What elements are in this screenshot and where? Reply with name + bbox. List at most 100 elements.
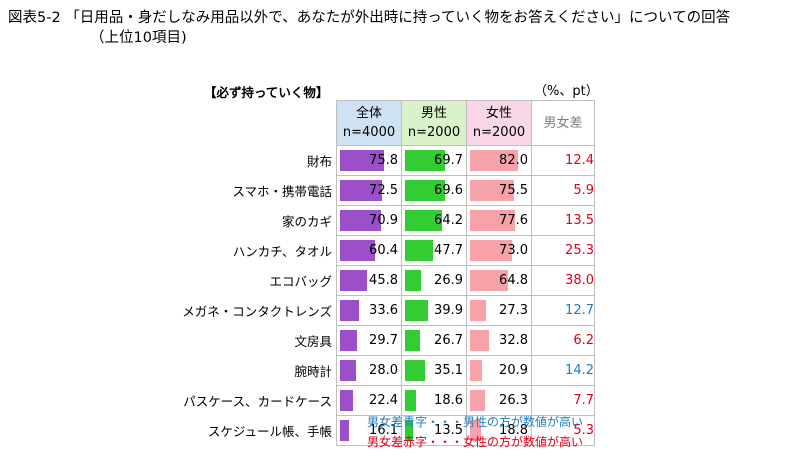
value-all: 70.9 [369, 213, 398, 228]
bar-male [405, 180, 446, 201]
cell-male: 64.2 [401, 205, 467, 236]
cell-all: 28.0 [336, 355, 402, 386]
cell-female: 82.0 [466, 145, 532, 176]
header-all-label: 全体 [355, 106, 382, 121]
bar-male [405, 360, 426, 381]
title-line-1: 図表5-2 「日用品・身だしなみ用品以外で、あなたが外出時に持っていく物をお答え… [8, 10, 731, 26]
cell-female: 73.0 [466, 235, 532, 266]
cell-female: 26.3 [466, 385, 532, 416]
table-row: 60.4 47.7 73.0 25.3 [336, 235, 595, 266]
value-female: 26.3 [499, 393, 528, 408]
value-male: 69.6 [434, 183, 463, 198]
bar-all [340, 360, 357, 381]
bar-all [340, 270, 367, 291]
header-all: 全体 n=4000 [336, 100, 402, 146]
bar-male [405, 270, 421, 291]
value-female: 82.0 [499, 153, 528, 168]
header-all-n: n=4000 [342, 125, 396, 140]
bar-all [340, 210, 382, 231]
value-all: 45.8 [369, 273, 398, 288]
value-female: 27.3 [499, 303, 528, 318]
row-label: エコバッグ [269, 274, 332, 289]
cell-female: 75.5 [466, 175, 532, 206]
cell-diff: 7.7 [531, 385, 595, 416]
cell-female: 18.8 [466, 415, 532, 446]
row-label: 財布 [306, 154, 332, 169]
cell-diff: 12.4 [531, 145, 595, 176]
bar-male [405, 150, 446, 171]
row-label: ハンカチ、タオル [232, 244, 332, 259]
header-diff: 男女差 [531, 100, 595, 146]
cell-male: 69.6 [401, 175, 467, 206]
cell-male: 39.9 [401, 295, 467, 326]
bar-female [470, 180, 514, 201]
row-label: 家のカギ [281, 214, 332, 229]
bar-female [470, 390, 486, 411]
bar-all [340, 420, 350, 441]
cell-all: 70.9 [336, 205, 402, 236]
bar-all [340, 180, 383, 201]
bar-female [470, 150, 518, 171]
cell-diff: 5.3 [531, 415, 595, 446]
cell-female: 77.6 [466, 205, 532, 236]
bar-male [405, 330, 421, 351]
header-female-label: 女性 [485, 106, 512, 121]
value-all: 29.7 [369, 333, 398, 348]
cell-diff: 6.2 [531, 325, 595, 356]
cell-male: 13.5 [401, 415, 467, 446]
bar-female [470, 360, 483, 381]
row-label: 腕時計 [294, 364, 332, 379]
cell-all: 72.5 [336, 175, 402, 206]
cell-diff: 25.3 [531, 235, 595, 266]
cell-all: 29.7 [336, 325, 402, 356]
table-row: 28.0 35.1 20.9 14.2 [336, 355, 595, 386]
title-line-2: （上位10項目) [90, 30, 187, 46]
cell-female: 20.9 [466, 355, 532, 386]
value-male: 69.7 [434, 153, 463, 168]
unit-label: （%、pt） [534, 84, 599, 99]
value-male: 26.9 [434, 273, 463, 288]
bar-male [405, 240, 433, 261]
bar-male [405, 420, 413, 441]
value-male: 35.1 [434, 363, 463, 378]
value-all: 16.1 [369, 423, 398, 438]
table-row: 29.7 26.7 32.8 6.2 [336, 325, 595, 356]
value-male: 47.7 [434, 243, 463, 258]
cell-diff: 38.0 [531, 265, 595, 296]
cell-all: 22.4 [336, 385, 402, 416]
bar-all [340, 390, 353, 411]
cell-female: 32.8 [466, 325, 532, 356]
bar-male [405, 210, 443, 231]
cell-diff: 5.9 [531, 175, 595, 206]
value-female: 73.0 [499, 243, 528, 258]
row-label: メガネ・コンタクトレンズ [182, 304, 332, 319]
subheading: 【必ず持っていく物】 [204, 85, 329, 100]
cell-all: 45.8 [336, 265, 402, 296]
chart-title: 図表5-2 「日用品・身だしなみ用品以外で、あなたが外出時に持っていく物をお答え… [8, 8, 730, 48]
cell-diff: 14.2 [531, 355, 595, 386]
table-row: 16.1 13.5 18.8 5.3 [336, 415, 595, 446]
value-male: 39.9 [434, 303, 463, 318]
cell-all: 16.1 [336, 415, 402, 446]
bar-male [405, 390, 416, 411]
bar-female [470, 420, 481, 441]
value-male: 26.7 [434, 333, 463, 348]
cell-all: 33.6 [336, 295, 402, 326]
cell-male: 18.6 [401, 385, 467, 416]
bar-female [470, 240, 513, 261]
value-male: 13.5 [434, 423, 463, 438]
cell-diff: 12.7 [531, 295, 595, 326]
cell-male: 47.7 [401, 235, 467, 266]
bar-all [340, 300, 360, 321]
cell-all: 60.4 [336, 235, 402, 266]
cell-male: 35.1 [401, 355, 467, 386]
header-male: 男性 n=2000 [401, 100, 467, 146]
bar-all [340, 330, 358, 351]
value-all: 33.6 [369, 303, 398, 318]
value-male: 18.6 [434, 393, 463, 408]
value-female: 18.8 [499, 423, 528, 438]
data-table: 全体 n=4000 男性 n=2000 女性 n=2000 男女差 75.8 69… [336, 100, 595, 446]
table-row: 70.9 64.2 77.6 13.5 [336, 205, 595, 236]
value-female: 64.8 [499, 273, 528, 288]
bar-male [405, 300, 429, 321]
